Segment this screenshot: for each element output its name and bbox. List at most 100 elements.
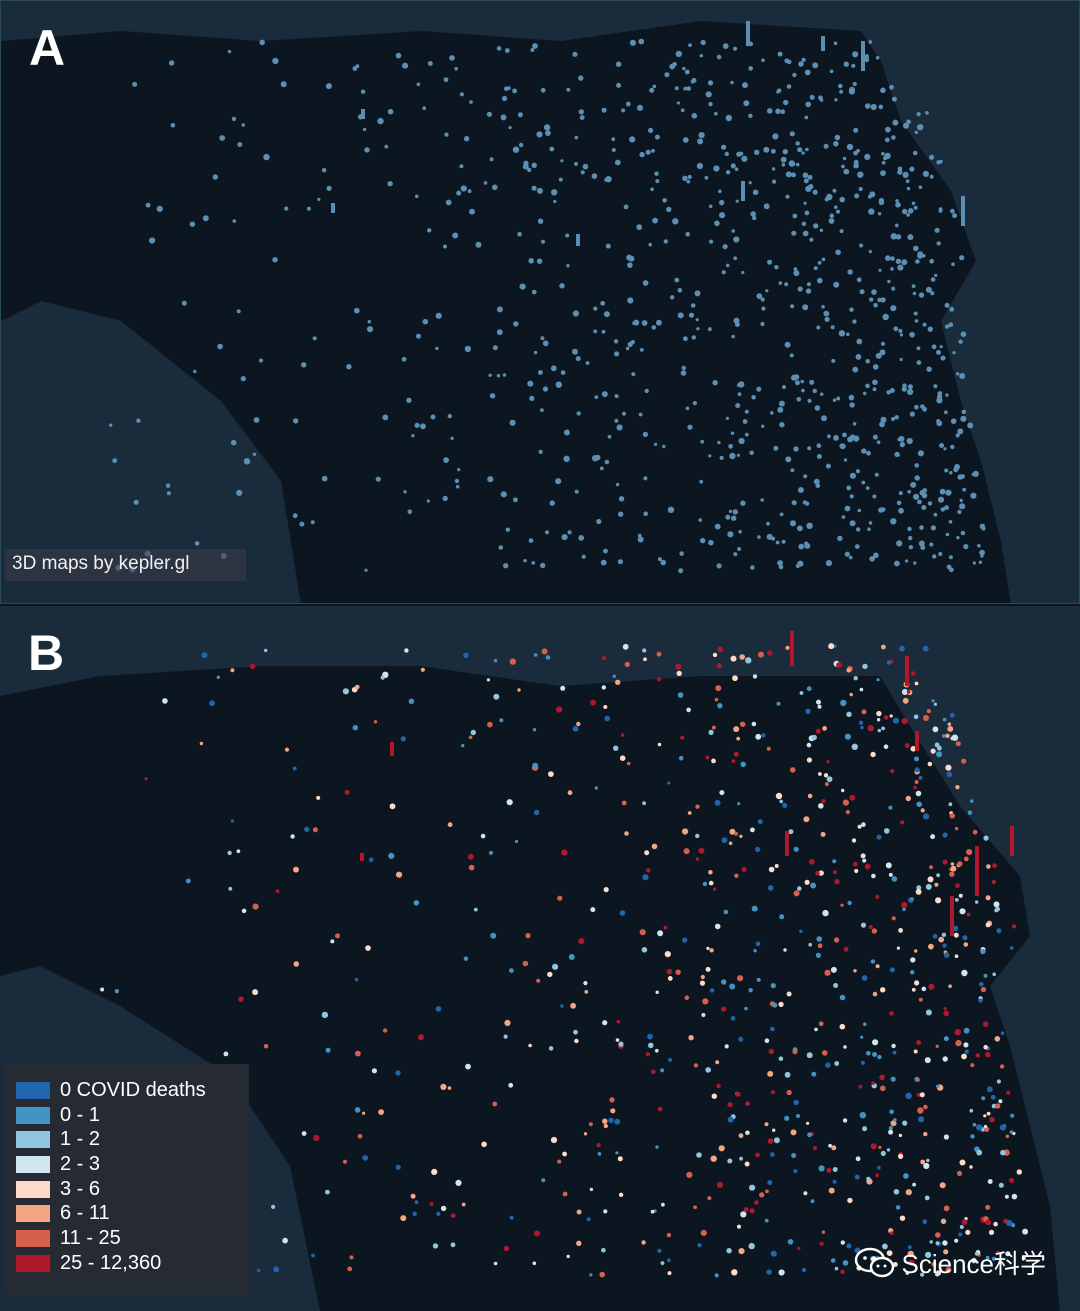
hex-cell bbox=[841, 164, 845, 169]
hex-cell bbox=[504, 48, 510, 53]
hex-cell bbox=[618, 496, 625, 502]
hex-cell bbox=[594, 786, 598, 790]
hex-cell bbox=[864, 153, 871, 160]
hex-cell bbox=[902, 1120, 908, 1126]
hex-cell bbox=[678, 755, 684, 761]
hex-cell bbox=[999, 1064, 1005, 1069]
hex-cell bbox=[793, 1099, 799, 1106]
hex-cell bbox=[636, 104, 644, 111]
hex-cell bbox=[273, 1266, 280, 1273]
hex-cell bbox=[992, 972, 996, 977]
hex-cell bbox=[194, 541, 200, 546]
hex-cell bbox=[752, 674, 758, 679]
hex-cell bbox=[711, 758, 716, 764]
hex-cell bbox=[955, 883, 960, 888]
hex-cell bbox=[911, 671, 916, 676]
hex-cell bbox=[854, 868, 859, 874]
hex-cell bbox=[616, 424, 623, 431]
hex-cell bbox=[826, 776, 833, 783]
hex-cell bbox=[656, 677, 662, 682]
hex-cell bbox=[807, 398, 812, 403]
hex-cell bbox=[855, 354, 862, 360]
hex-cell bbox=[560, 370, 566, 375]
hex-cell bbox=[136, 418, 141, 423]
hex-cell bbox=[949, 306, 955, 312]
hex-cell bbox=[767, 1180, 773, 1185]
hex-cell bbox=[797, 286, 803, 292]
hex-cell bbox=[603, 1123, 608, 1129]
hex-cell bbox=[717, 646, 723, 653]
hex-cell bbox=[966, 849, 973, 856]
hex-cell bbox=[805, 288, 812, 294]
hex-cell bbox=[486, 111, 492, 117]
hex-cell bbox=[469, 208, 475, 215]
hex-cell bbox=[919, 1092, 925, 1098]
hex-cell bbox=[165, 483, 171, 488]
hex-cell bbox=[263, 1043, 269, 1049]
hex-cell bbox=[414, 1200, 419, 1205]
hex-cell bbox=[651, 149, 655, 153]
hex-cell bbox=[468, 864, 475, 871]
hex-cell bbox=[733, 317, 740, 324]
hex-cell bbox=[738, 381, 745, 388]
hex-cell bbox=[842, 432, 847, 438]
hex-cell bbox=[596, 1143, 601, 1148]
hex-cell bbox=[733, 726, 740, 733]
hex-cell bbox=[970, 1063, 975, 1068]
hex-cell bbox=[820, 831, 826, 837]
hex-cell bbox=[886, 1250, 893, 1256]
hex-cell bbox=[236, 489, 243, 496]
hex-cell bbox=[857, 824, 862, 829]
hex-cell bbox=[415, 194, 419, 199]
hex-cell bbox=[292, 513, 298, 519]
hex-cell bbox=[733, 46, 738, 51]
hex-cell bbox=[950, 418, 957, 425]
hex-cell bbox=[561, 534, 568, 541]
hex-cell bbox=[896, 453, 900, 457]
hex-cell bbox=[784, 341, 791, 348]
hex-cell bbox=[878, 507, 884, 513]
hex-cell bbox=[1008, 1177, 1015, 1183]
hex-cell bbox=[905, 1189, 912, 1196]
hex-cell bbox=[618, 511, 624, 517]
hex-cell bbox=[830, 325, 835, 330]
hex-cell bbox=[986, 864, 991, 869]
hex-cell bbox=[963, 544, 969, 550]
extruded-bar bbox=[905, 656, 909, 686]
hex-cell bbox=[570, 1002, 576, 1009]
hex-cell bbox=[240, 376, 246, 382]
hex-cell bbox=[530, 48, 535, 52]
hex-cell bbox=[503, 1245, 510, 1252]
hex-cell bbox=[602, 1020, 608, 1026]
hex-cell bbox=[793, 446, 799, 452]
hex-cell bbox=[771, 1090, 775, 1095]
hex-cell bbox=[660, 559, 667, 566]
hex-cell bbox=[227, 49, 232, 54]
hex-cell bbox=[450, 1242, 456, 1248]
hex-cell bbox=[811, 734, 817, 741]
hex-cell bbox=[496, 374, 501, 378]
hex-cell bbox=[950, 865, 957, 872]
hex-cell bbox=[776, 701, 781, 706]
hex-cell bbox=[481, 1141, 487, 1148]
hex-cell bbox=[839, 1023, 846, 1030]
hex-cell bbox=[817, 943, 823, 949]
hex-cell bbox=[939, 159, 943, 164]
hex-cell bbox=[714, 923, 721, 930]
hex-cell bbox=[293, 418, 299, 424]
hex-cell bbox=[884, 828, 890, 834]
hex-cell bbox=[611, 147, 616, 153]
hex-cell bbox=[559, 283, 565, 289]
hex-cell bbox=[995, 1250, 1000, 1255]
hex-cell bbox=[891, 96, 897, 102]
hex-cell bbox=[960, 474, 965, 479]
hex-cell bbox=[764, 1218, 769, 1223]
hex-cell bbox=[545, 130, 551, 137]
hex-cell bbox=[459, 164, 464, 169]
hex-cell bbox=[806, 742, 812, 748]
hex-cell bbox=[868, 521, 873, 525]
hex-cell bbox=[878, 1145, 882, 1149]
hex-cell bbox=[807, 446, 812, 451]
hex-cell bbox=[828, 218, 835, 224]
hex-cell bbox=[572, 725, 579, 732]
